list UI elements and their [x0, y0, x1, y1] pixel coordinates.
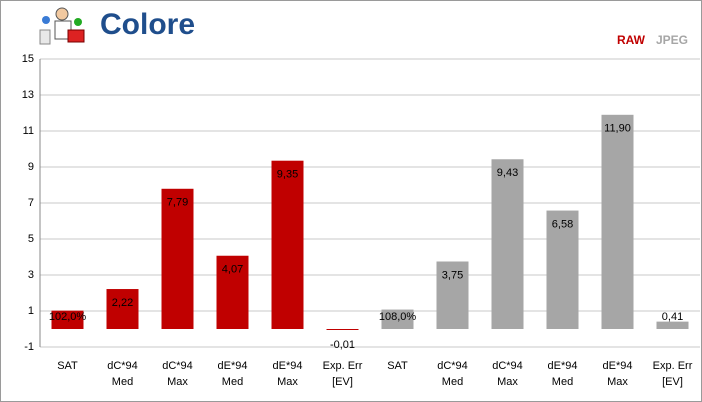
data-label: 6,58	[552, 218, 573, 230]
x-tick-label: dC*94	[107, 360, 138, 372]
y-tick-label: 9	[28, 161, 34, 173]
y-tick-label: 3	[28, 269, 34, 281]
bar	[656, 321, 689, 329]
x-tick-label: Exp. Err	[323, 360, 363, 372]
chart-title: Colore	[100, 8, 195, 41]
legend-label: JPEG	[656, 33, 688, 47]
data-label: 108,0%	[379, 311, 417, 323]
x-tick-label: dE*94	[548, 360, 578, 372]
x-tick-label: Max	[607, 376, 628, 388]
bar	[436, 261, 469, 329]
data-label: -0,01	[330, 339, 355, 351]
bar	[216, 255, 249, 329]
x-tick-label: Med	[112, 376, 133, 388]
x-tick-label: SAT	[387, 360, 408, 372]
y-tick-label: 15	[22, 53, 34, 65]
data-label: 102,0%	[49, 311, 87, 323]
x-tick-label: dE*94	[218, 360, 248, 372]
data-label: 0,41	[662, 311, 683, 323]
legend-label: RAW	[617, 33, 646, 47]
bar	[161, 188, 194, 329]
data-label: 9,35	[277, 169, 298, 181]
data-label: 2,22	[112, 297, 133, 309]
x-tick-label: Max	[497, 376, 518, 388]
x-tick-label: dC*94	[492, 360, 523, 372]
y-tick-label: -1	[24, 341, 34, 353]
x-tick-label: dC*94	[437, 360, 468, 372]
data-label: 9,43	[497, 167, 518, 179]
logo-icon	[39, 7, 85, 45]
x-tick-label: Med	[552, 376, 573, 388]
x-tick-label: Med	[442, 376, 463, 388]
x-tick-label: [EV]	[332, 376, 353, 388]
x-tick-label: Max	[167, 376, 188, 388]
x-tick-label: dE*94	[273, 360, 303, 372]
data-label: 3,75	[442, 269, 463, 281]
bar	[51, 310, 84, 329]
x-tick-label: Max	[277, 376, 298, 388]
x-tick-label: dE*94	[603, 360, 633, 372]
x-tick-label: [EV]	[662, 376, 683, 388]
bar	[381, 309, 414, 329]
bar	[491, 159, 524, 329]
x-tick-label: dC*94	[162, 360, 193, 372]
y-tick-label: 5	[28, 233, 34, 245]
y-tick-label: 7	[28, 197, 34, 209]
x-tick-label: SAT	[57, 360, 78, 372]
data-label: 7,79	[167, 197, 188, 209]
bar	[546, 210, 579, 329]
data-label: 4,07	[222, 264, 243, 276]
y-tick-label: 13	[22, 89, 34, 101]
bar	[601, 114, 634, 329]
y-tick-label: 11	[23, 125, 34, 137]
x-tick-label: Exp. Err	[653, 360, 693, 372]
x-tick-label: Med	[222, 376, 243, 388]
data-label: 11,90	[604, 123, 631, 135]
bar	[326, 329, 359, 330]
bar	[271, 160, 304, 329]
bar	[106, 289, 139, 329]
y-tick-label: 1	[28, 305, 34, 317]
